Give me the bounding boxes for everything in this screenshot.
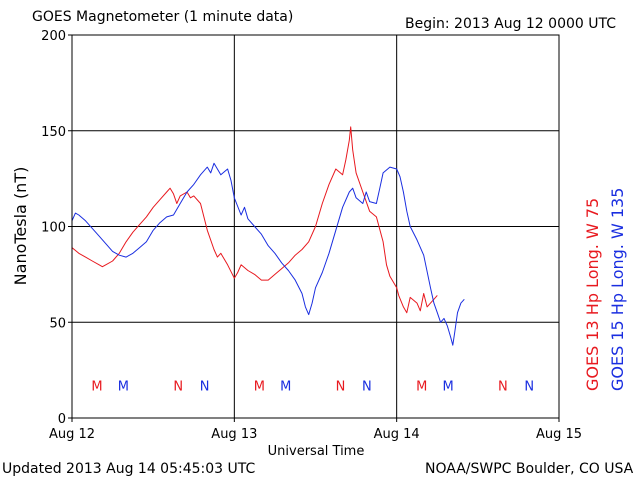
local-time-marker: N — [200, 379, 210, 394]
series-goes15-line — [71, 162, 465, 346]
y-tick-label: 50 — [49, 316, 66, 331]
axis-layer: 0 50 100 150 200 Aug 12 Aug 13 Aug 14 Aug 15 — [41, 29, 582, 442]
local-time-marker: N — [336, 379, 346, 394]
local-time-marker: M — [442, 379, 453, 394]
y-tick-label: 200 — [41, 29, 66, 44]
updated-time: Updated 2013 Aug 14 05:45:03 UTC — [2, 461, 256, 477]
local-time-marker: M — [416, 379, 427, 394]
x-axis-label: Universal Time — [268, 444, 365, 459]
x-tick-label: Aug 13 — [211, 427, 257, 442]
local-time-marker: M — [254, 379, 265, 394]
x-tick-label: Aug 15 — [536, 427, 582, 442]
grid-layer — [72, 35, 559, 418]
local-time-marker: M — [91, 379, 102, 394]
chart-title: GOES Magnetometer (1 minute data) — [32, 9, 294, 25]
y-tick-label: 150 — [41, 125, 66, 140]
series-goes13-line — [71, 126, 438, 314]
legend-goes15: GOES 15 Hp Long. W 135 — [608, 188, 627, 391]
y-tick-label: 0 — [58, 412, 66, 427]
local-time-marker: N — [173, 379, 183, 394]
local-time-marker: N — [498, 379, 508, 394]
local-time-marker: N — [362, 379, 372, 394]
x-tick-label: Aug 14 — [374, 427, 420, 442]
x-tick-label: Aug 12 — [49, 427, 95, 442]
local-time-marker: N — [524, 379, 534, 394]
y-tick-label: 100 — [41, 221, 66, 236]
begin-time: Begin: 2013 Aug 12 0000 UTC — [405, 16, 616, 32]
source-credit: NOAA/SWPC Boulder, CO USA — [425, 461, 634, 477]
plot-frame — [71, 34, 560, 419]
legend-goes13: GOES 13 Hp Long. W 75 — [583, 198, 602, 391]
local-time-marker: M — [118, 379, 129, 394]
local-time-marker: M — [280, 379, 291, 394]
series-layer — [71, 126, 465, 346]
y-axis-label: NanoTesla (nT) — [11, 167, 30, 286]
